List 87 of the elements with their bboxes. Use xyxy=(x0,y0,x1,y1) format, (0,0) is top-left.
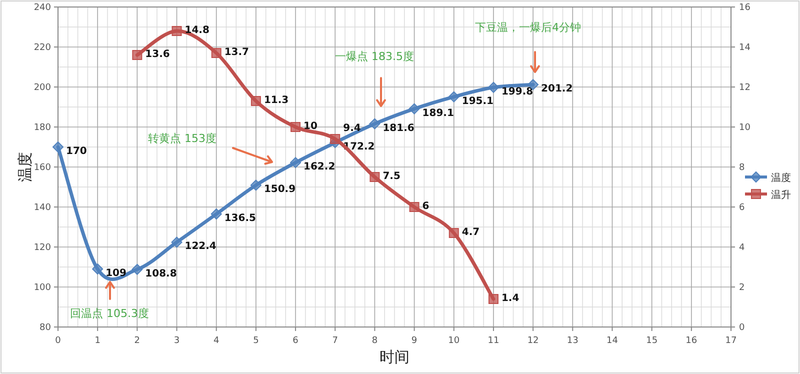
data-label: 195.1 xyxy=(462,96,494,107)
x-tick-label: 10 xyxy=(448,336,460,346)
y-tick-label: 100 xyxy=(34,283,52,293)
y2-tick-label: 2 xyxy=(739,283,745,293)
point xyxy=(290,157,302,168)
point xyxy=(409,202,420,212)
y2-tick-label: 12 xyxy=(739,83,750,93)
y2-tick-label: 10 xyxy=(739,123,751,133)
data-label: 181.6 xyxy=(382,122,414,134)
data-label: 6 xyxy=(422,201,430,212)
y-tick-label: 240 xyxy=(34,3,52,13)
y2-tick-label: 0 xyxy=(739,323,745,333)
x-tick-label: 14 xyxy=(606,336,618,346)
y2-tick-label: 14 xyxy=(739,43,751,53)
x-tick-label: 16 xyxy=(686,336,698,346)
annotation: 一爆点 183.5度 xyxy=(335,50,414,63)
x-tick-label: 17 xyxy=(725,336,737,346)
y2-tick-label: 8 xyxy=(739,163,745,173)
point xyxy=(132,50,142,60)
point xyxy=(448,228,459,238)
point xyxy=(370,172,380,182)
y-tick-label: 200 xyxy=(34,83,52,93)
x-tick-label: 6 xyxy=(292,336,299,346)
data-label: 150.9 xyxy=(264,184,296,196)
data-label: 170 xyxy=(66,146,87,157)
data-label: 7.5 xyxy=(382,171,400,182)
data-label: 9.4 xyxy=(343,123,361,134)
y2-tick-label: 16 xyxy=(739,3,751,13)
point xyxy=(92,264,104,274)
y-tick-label: 160 xyxy=(34,163,52,173)
x-tick-label: 9 xyxy=(411,336,418,346)
point xyxy=(52,142,64,152)
legend-label: 温升 xyxy=(771,189,791,201)
x-tick-label: 4 xyxy=(213,336,220,346)
x-tick-label: 8 xyxy=(372,336,378,346)
x-tick-label: 5 xyxy=(253,336,259,346)
data-label: 162.2 xyxy=(304,162,336,173)
data-label: 189.1 xyxy=(422,108,454,119)
y-tick-label: 80 xyxy=(40,323,52,333)
x-tick-label: 11 xyxy=(488,336,500,346)
data-label: 136.5 xyxy=(224,213,256,224)
y-tick-label: 220 xyxy=(34,43,52,53)
y2-tick-label: 4 xyxy=(739,243,745,253)
data-label: 4.7 xyxy=(462,227,480,238)
data-label: 109 xyxy=(106,268,127,279)
point xyxy=(171,236,182,248)
data-label: 11.3 xyxy=(264,95,289,106)
y-tick-label: 180 xyxy=(34,123,52,133)
point xyxy=(448,91,460,102)
point xyxy=(250,96,261,106)
point xyxy=(172,26,182,36)
y-tick-label: 140 xyxy=(34,203,52,213)
point xyxy=(211,48,222,58)
x-tick-label: 0 xyxy=(55,336,62,346)
x-tick-label: 2 xyxy=(134,336,140,346)
y-axis-title: 温度 xyxy=(16,152,34,182)
x-tick-label: 7 xyxy=(332,336,338,346)
x-tick-label: 3 xyxy=(174,336,180,346)
data-label: 108.8 xyxy=(145,268,177,280)
y-tick-label: 120 xyxy=(34,243,52,253)
point xyxy=(132,264,143,275)
point xyxy=(369,118,380,130)
x-tick-label: 1 xyxy=(94,336,100,346)
point xyxy=(250,180,262,191)
legend-label: 温度 xyxy=(771,172,791,184)
x-tick-label: 12 xyxy=(527,336,539,346)
point xyxy=(330,134,340,144)
data-label: 10 xyxy=(304,121,318,132)
data-label: 14.8 xyxy=(184,25,210,36)
data-label: 199.8 xyxy=(501,86,534,98)
data-label: 1.4 xyxy=(501,293,520,304)
x-tick-label: 13 xyxy=(566,336,578,346)
data-label: 122.4 xyxy=(184,241,216,252)
point xyxy=(488,82,499,93)
annotation: 回温点 105.3度 xyxy=(70,307,149,320)
x-tick-label: 15 xyxy=(646,336,658,346)
point xyxy=(488,294,498,304)
data-label: 13.6 xyxy=(145,49,170,60)
x-axis-title: 时间 xyxy=(380,348,410,366)
point xyxy=(210,208,222,220)
point xyxy=(290,122,301,132)
data-label: 13.7 xyxy=(224,47,250,58)
y2-tick-label: 6 xyxy=(739,203,745,213)
annotation: 转黄点 153度 xyxy=(148,132,216,145)
data-label: 201.2 xyxy=(541,84,573,95)
point xyxy=(408,103,420,114)
annotation: 下豆温，一爆后4分钟 xyxy=(475,21,581,34)
